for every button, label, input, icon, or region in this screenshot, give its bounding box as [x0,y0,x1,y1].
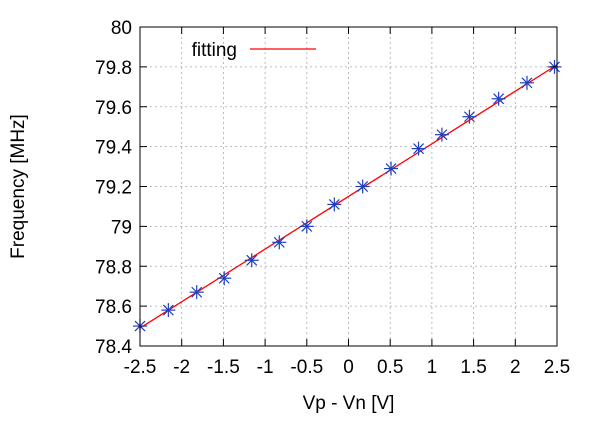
x-tick-label: -0.5 [290,357,323,378]
series-layer [133,59,562,334]
data-point [411,141,426,156]
y-tick-label: 80 [111,18,132,39]
y-tick-label: 78.8 [95,257,132,278]
y-tick-label: 79.4 [95,138,132,159]
data-point [244,253,259,268]
ticks: -2.5 -2 -1.5 -1 -0.5 0 0.5 1 1.5 2 2.5 78.4 78.6 78.8… [95,18,570,378]
y-tick-label: 79.6 [95,98,132,119]
data-point [462,109,477,124]
y-tick-label: 79.2 [95,178,132,199]
data-point [299,219,314,234]
data-point [217,271,232,286]
x-tick-label: 0 [343,357,354,378]
fitting-line [139,64,558,329]
data-point [519,75,534,90]
x-tick-label: -1 [257,357,274,378]
legend: fitting [192,40,316,61]
data-point [355,179,370,194]
y-tick-label: 79.8 [95,58,132,79]
data-point [327,197,342,212]
x-tick-label: 1.5 [460,357,486,378]
data-point [434,127,449,142]
data-point [491,91,506,106]
y-tick-label: 78.4 [95,337,132,358]
data-point [384,161,399,176]
data-point [272,235,287,250]
x-tick-label: -2.5 [124,357,157,378]
data-point [161,303,176,318]
x-tick-label: 2 [510,357,521,378]
data-point [189,285,204,300]
y-tick-label: 79 [111,217,132,238]
y-tick-label: 78.6 [95,297,132,318]
grid [139,26,558,347]
x-tick-label: -1.5 [207,357,240,378]
x-axis-label: Vp - Vn [V] [303,393,395,414]
x-tick-label: -2 [173,357,190,378]
x-tick-label: 2.5 [544,357,570,378]
legend-label-fitting: fitting [192,40,237,61]
y-axis-label: Frequency [MHz] [8,114,29,259]
x-tick-label: 0.5 [377,357,403,378]
x-tick-label: 1 [427,357,438,378]
